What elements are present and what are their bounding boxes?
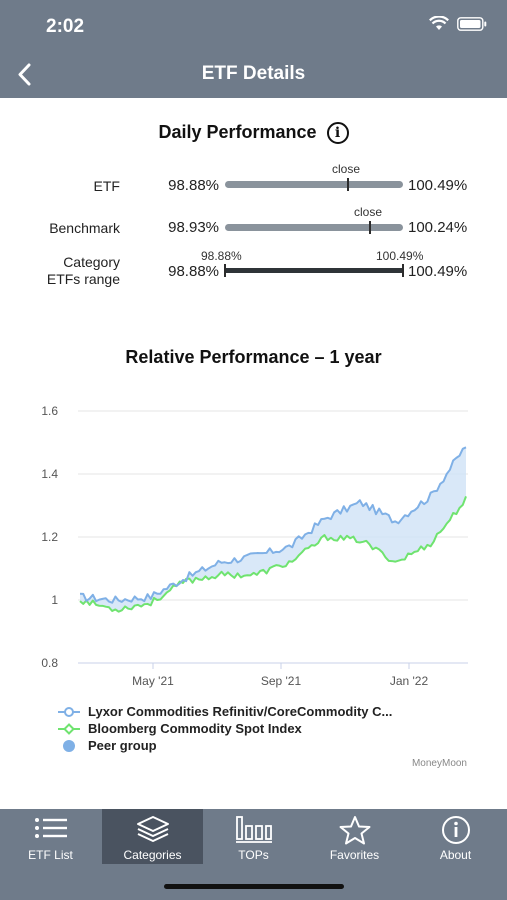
battery-icon xyxy=(457,16,487,31)
etf-high-value: 100.49% xyxy=(408,177,468,194)
performance-chart: 1.6 1.4 1.2 1 0.8 May '21 Sep '21 Jan '22 xyxy=(41,404,468,688)
tab-etf-list[interactable]: ETF List xyxy=(0,809,101,864)
daily-performance-label: Daily Performance xyxy=(158,122,317,142)
wifi-icon xyxy=(429,16,449,30)
legend-item-series-1[interactable]: Lyxor Commodities Refinitiv/CoreCommodit… xyxy=(58,704,392,719)
category-high-value: 100.49% xyxy=(408,263,468,280)
legend-diamond-icon xyxy=(58,722,80,735)
relative-performance-title: Relative Performance – 1 year xyxy=(125,347,382,367)
y-tick-label: 1.6 xyxy=(41,404,58,418)
layers-icon xyxy=(136,816,169,842)
chevron-left-icon xyxy=(18,63,31,86)
star-icon xyxy=(339,816,370,845)
y-tick-label: 0.8 xyxy=(41,656,58,670)
category-top-high: 100.49% xyxy=(376,249,424,263)
daily-performance-title: Daily Performance i xyxy=(0,122,507,145)
series-line-etf xyxy=(79,446,467,604)
benchmark-row-label: Benchmark xyxy=(49,220,120,236)
info-icon xyxy=(441,816,470,844)
peer-group-band xyxy=(80,447,466,612)
legend-label-series-2: Bloomberg Commodity Spot Index xyxy=(88,721,302,736)
benchmark-range-bar xyxy=(225,224,403,231)
tab-tops-label: TOPs xyxy=(238,848,269,862)
x-tick-label: May '21 xyxy=(132,674,174,688)
benchmark-low-value: 98.93% xyxy=(168,219,219,236)
tab-categories[interactable]: Categories xyxy=(102,809,203,864)
legend-label-series-1: Lyxor Commodities Refinitiv/CoreCommodit… xyxy=(88,704,393,719)
tab-about[interactable]: About xyxy=(405,809,506,864)
x-tick-label: Jan '22 xyxy=(390,674,429,688)
category-label-line1: Category xyxy=(63,254,120,270)
back-button[interactable] xyxy=(10,60,40,90)
status-icons xyxy=(429,16,487,31)
tab-categories-label: Categories xyxy=(123,848,182,862)
info-button[interactable]: i xyxy=(326,122,349,145)
legend-circle-icon xyxy=(58,706,80,717)
benchmark-close-marker xyxy=(369,221,371,234)
tab-favorites[interactable]: Favorites xyxy=(304,809,405,864)
tab-tops[interactable]: TOPs xyxy=(203,809,304,864)
list-icon xyxy=(34,818,67,838)
series-line-benchmark xyxy=(79,496,467,613)
x-tick-label: Sep '21 xyxy=(261,674,302,688)
category-row-label: Category ETFs range xyxy=(20,254,120,288)
page-title: ETF Details xyxy=(201,63,306,84)
etf-row-label: ETF xyxy=(93,178,120,194)
status-time: 2:02 xyxy=(46,16,85,37)
chart-credit: MoneyMoon xyxy=(411,758,467,769)
home-indicator xyxy=(164,884,344,889)
category-label-line2: ETFs range xyxy=(46,271,120,287)
y-tick-label: 1.2 xyxy=(41,530,58,544)
category-low-value: 98.88% xyxy=(168,263,219,280)
legend-item-series-2[interactable]: Bloomberg Commodity Spot Index xyxy=(58,721,302,736)
category-range-start xyxy=(224,264,226,277)
benchmark-high-value: 100.24% xyxy=(408,219,468,236)
etf-low-value: 98.88% xyxy=(168,177,219,194)
bar-chart-icon xyxy=(235,816,272,843)
y-tick-label: 1.4 xyxy=(41,467,58,481)
etf-close-label: close xyxy=(332,162,361,176)
category-range-bar xyxy=(225,268,403,273)
header: 2:02 ETF Details xyxy=(0,0,507,98)
tab-bar: ETF List Categories TOPs Favorites A xyxy=(0,809,507,900)
benchmark-close-label: close xyxy=(354,205,383,219)
tab-about-label: About xyxy=(439,848,472,862)
y-tick-label: 1 xyxy=(51,593,58,607)
legend-item-peer-group[interactable]: Peer group xyxy=(58,738,157,753)
tab-favorites-label: Favorites xyxy=(329,848,380,862)
category-range-end xyxy=(402,264,404,277)
category-top-low: 98.88% xyxy=(201,249,242,263)
legend-dot-icon xyxy=(63,739,75,752)
tab-etf-list-label: ETF List xyxy=(28,848,73,862)
legend-label-peer-group: Peer group xyxy=(88,738,157,753)
etf-close-marker xyxy=(347,178,349,191)
etf-range-bar xyxy=(225,181,403,188)
